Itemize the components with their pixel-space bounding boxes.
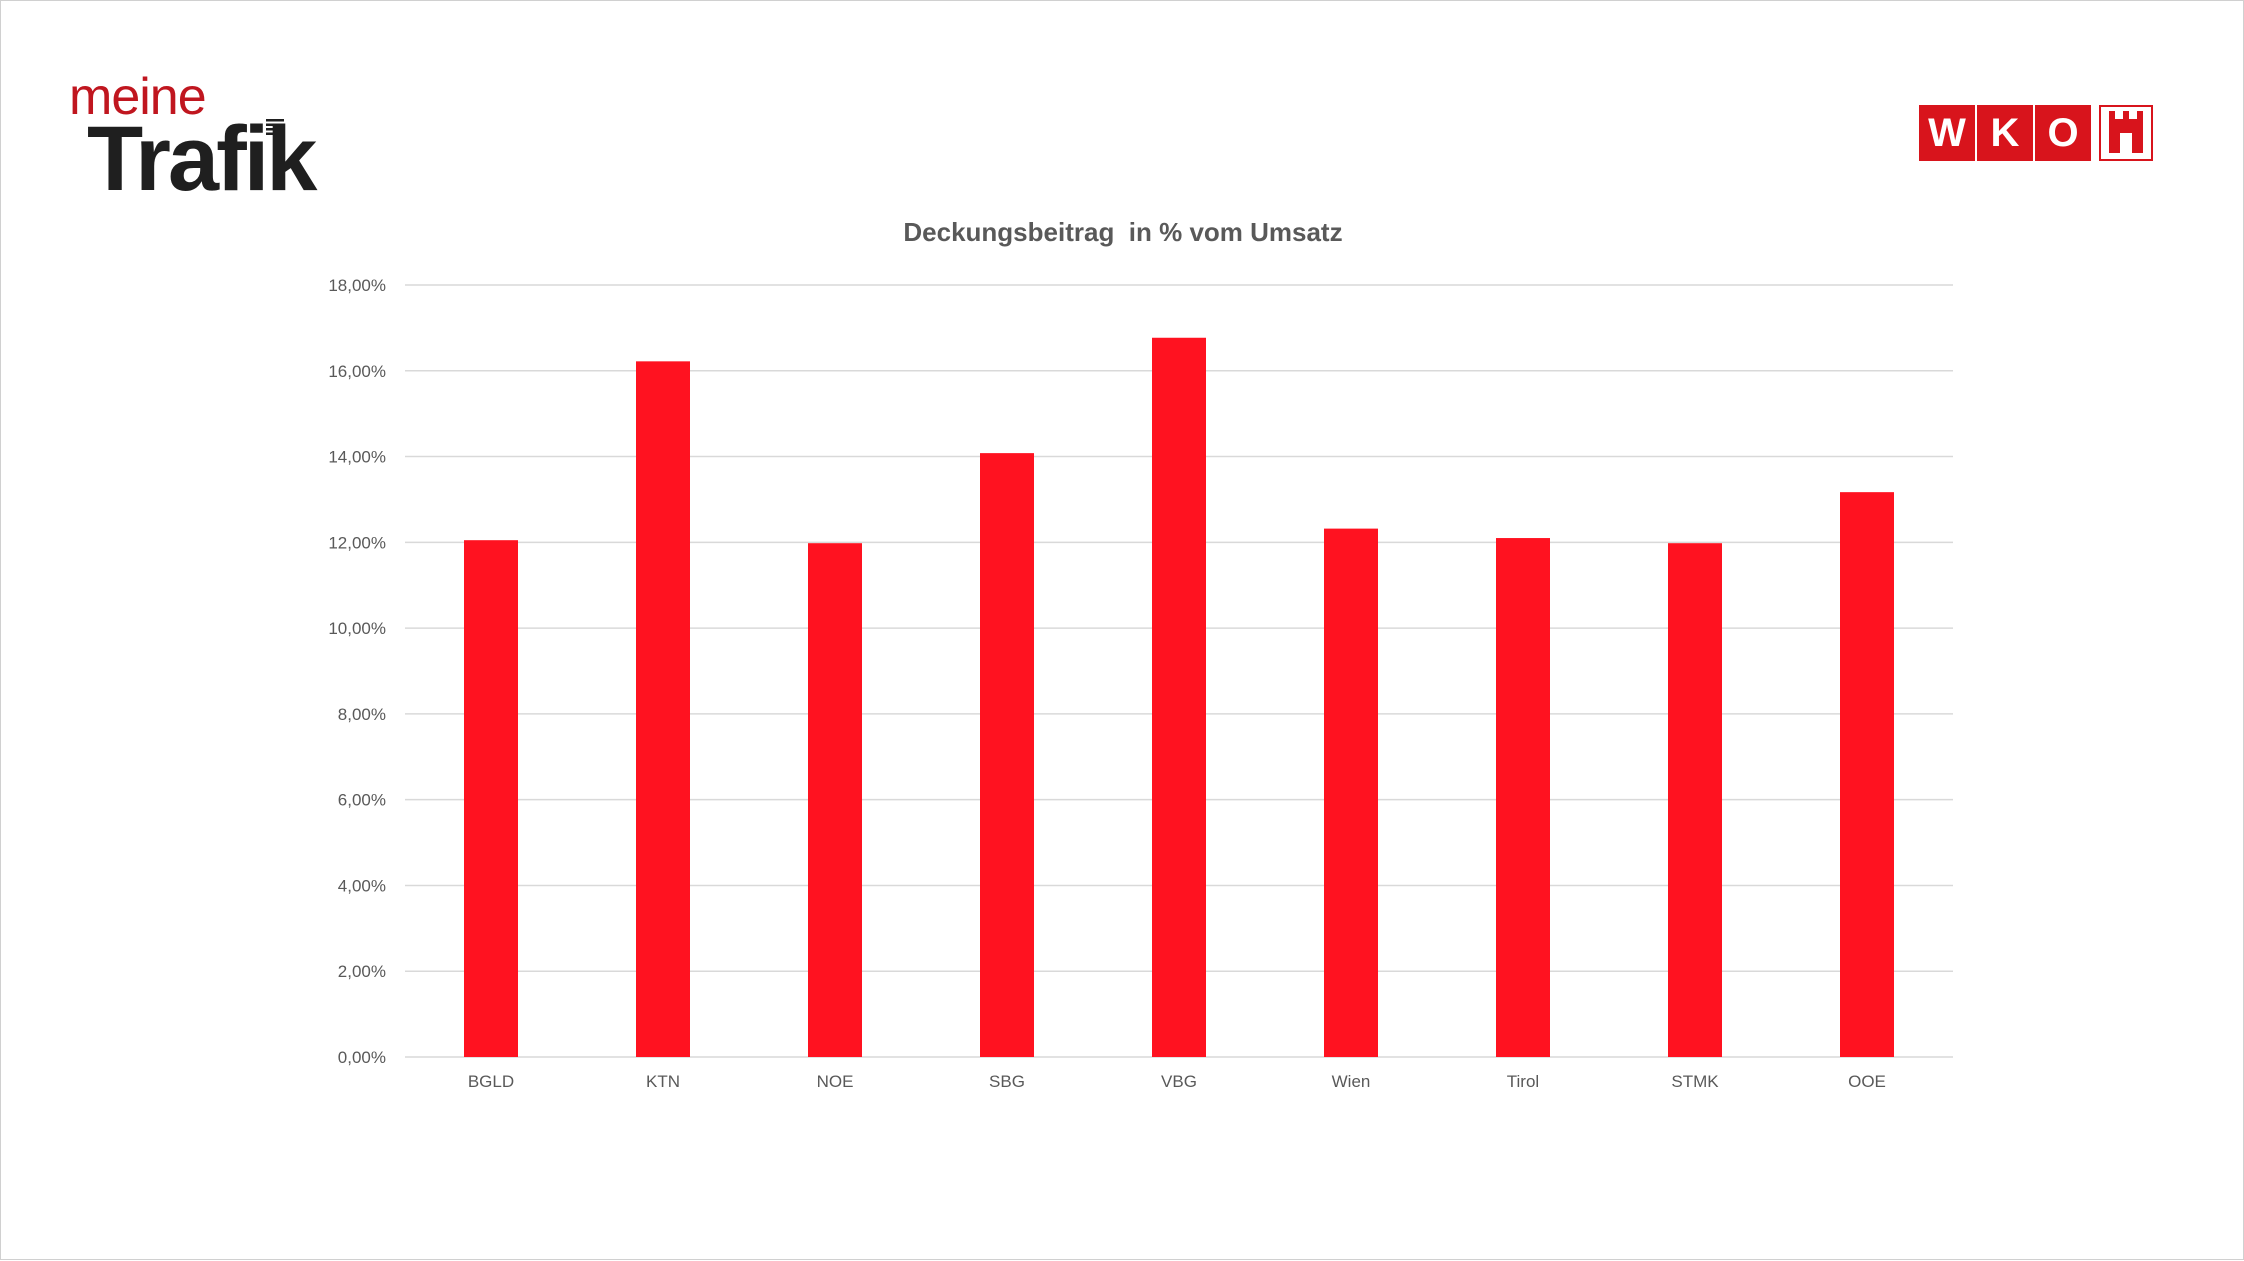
coat-of-arms-icon <box>2099 105 2153 161</box>
bar-ooe <box>1840 492 1894 1057</box>
y-tick-label: 14,00% <box>328 448 386 467</box>
wko-letter-k: K <box>1991 111 2020 155</box>
wko-box-w <box>1919 105 1975 161</box>
bar-wien <box>1324 528 1378 1057</box>
bar-ktn <box>636 361 690 1057</box>
meine-trafik-logo: meine Trafik <box>67 68 367 205</box>
chart-title: Deckungsbeitrag in % vom Umsatz <box>903 217 1343 247</box>
x-tick-label: BGLD <box>468 1072 514 1091</box>
x-tick-label: SBG <box>989 1072 1025 1091</box>
wko-letter-w: W <box>1928 111 1966 155</box>
bar-sbg <box>980 453 1034 1057</box>
bar-noe <box>808 543 862 1057</box>
wko-box-k <box>1977 105 2033 161</box>
y-tick-label: 2,00% <box>338 962 386 981</box>
logo-stripes-icon <box>266 119 284 135</box>
bar-tirol <box>1496 538 1550 1057</box>
x-tick-label: Tirol <box>1507 1072 1539 1091</box>
bar-stmk <box>1668 543 1722 1057</box>
y-tick-label: 4,00% <box>338 876 386 895</box>
wko-box-o <box>2035 105 2091 161</box>
y-tick-label: 8,00% <box>338 705 386 724</box>
y-tick-label: 6,00% <box>338 791 386 810</box>
y-tick-label: 0,00% <box>338 1048 386 1067</box>
x-tick-label: KTN <box>646 1072 680 1091</box>
wko-logo: W K O <box>1919 105 2153 161</box>
y-tick-label: 16,00% <box>328 362 386 381</box>
x-tick-label: VBG <box>1161 1072 1197 1091</box>
y-tick-label: 18,00% <box>328 276 386 295</box>
x-tick-label: Wien <box>1332 1072 1371 1091</box>
y-tick-label: 12,00% <box>328 533 386 552</box>
bar-vbg <box>1152 337 1206 1058</box>
x-tick-label: OOE <box>1848 1072 1886 1091</box>
wko-letter-o: O <box>2047 111 2078 155</box>
y-tick-label: 10,00% <box>328 619 386 638</box>
x-tick-label: STMK <box>1671 1072 1719 1091</box>
logo-text-meine: meine <box>69 68 207 126</box>
logo-text-trafik: Trafik <box>87 108 317 210</box>
bar-bgld <box>464 540 518 1057</box>
x-tick-label: NOE <box>817 1072 854 1091</box>
